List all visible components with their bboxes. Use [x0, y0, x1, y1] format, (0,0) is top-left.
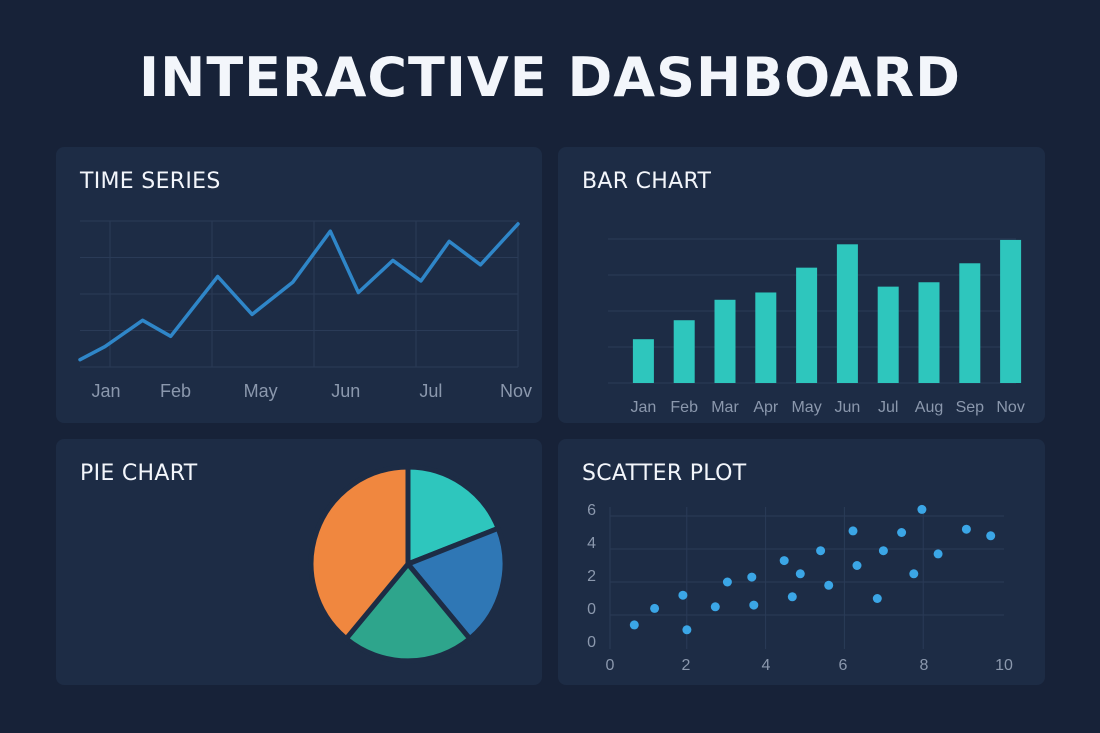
scatter-point[interactable]: [961, 524, 971, 534]
scatter-point[interactable]: [909, 569, 919, 579]
page-title: INTERACTIVE DASHBOARD: [139, 46, 961, 109]
bar-jul[interactable]: [877, 286, 899, 383]
bar-sep[interactable]: [959, 263, 981, 383]
bar-apr[interactable]: [755, 292, 777, 383]
scatter-point[interactable]: [710, 602, 720, 612]
time-series-line[interactable]: [78, 222, 520, 362]
x-tick-label: Feb: [160, 381, 191, 401]
scatter-point[interactable]: [986, 531, 996, 541]
scatter-point[interactable]: [824, 580, 834, 590]
scatter-point[interactable]: [897, 528, 907, 537]
scatter-point[interactable]: [629, 620, 639, 630]
scatter-point[interactable]: [749, 600, 759, 610]
time-series-title: TIME SERIES: [80, 169, 221, 194]
x-tick-label: 0: [606, 657, 615, 674]
x-tick-label: Nov: [500, 381, 532, 401]
scatter-point[interactable]: [872, 594, 882, 603]
x-tick-label: 2: [682, 657, 691, 674]
bar-jan[interactable]: [632, 339, 654, 383]
pie-slice-teal[interactable]: [405, 464, 501, 567]
scatter-plot-panel: SCATTER PLOT 0 0 2 4 6 0 2 4 6 8 10: [558, 439, 1045, 685]
scatter-point[interactable]: [795, 569, 805, 579]
x-tick-label: Feb: [670, 399, 698, 416]
x-tick-label: Jan: [91, 381, 120, 401]
pie-chart-panel: PIE CHART: [56, 439, 542, 685]
time-series-panel: TIME SERIES Jan Feb May Jun Jul Nov: [56, 147, 542, 423]
x-tick-label: Aug: [915, 399, 943, 416]
x-tick-label: May: [791, 399, 821, 416]
x-tick-label: 4: [762, 657, 771, 674]
bar-chart[interactable]: Jan Feb Mar Apr May Jun Jul Aug Sep Nov: [558, 147, 1045, 423]
x-tick-label: May: [244, 381, 278, 401]
bar-chart-title: BAR CHART: [582, 169, 712, 194]
x-tick-label: 6: [839, 657, 848, 674]
time-series-chart[interactable]: Jan Feb May Jun Jul Nov: [56, 147, 542, 423]
y-tick-label: 2: [587, 568, 596, 585]
scatter-point[interactable]: [816, 546, 826, 556]
x-tick-label: Mar: [711, 399, 739, 416]
x-tick-label: Jan: [631, 399, 657, 416]
scatter-plot-title: SCATTER PLOT: [582, 461, 747, 486]
scatter-point[interactable]: [878, 546, 888, 556]
scatter-point[interactable]: [848, 526, 858, 536]
scatter-point[interactable]: [682, 625, 692, 635]
pie-slice-green[interactable]: [343, 561, 473, 664]
x-tick-label: Jul: [878, 399, 898, 416]
bar-jun[interactable]: [836, 244, 858, 383]
y-tick-label: 0: [587, 634, 596, 651]
pie-slice-blue[interactable]: [405, 525, 508, 642]
pie-chart[interactable]: [56, 439, 542, 685]
scatter-point[interactable]: [933, 549, 943, 559]
x-tick-label: Jun: [835, 399, 861, 416]
scatter-point[interactable]: [722, 577, 732, 587]
x-tick-label: 8: [920, 657, 929, 674]
bar-chart-panel: BAR CHART Jan Feb Mar Apr May Jun Jul Aug Sep Nov: [558, 147, 1045, 423]
bar-feb[interactable]: [673, 320, 695, 383]
scatter-point[interactable]: [678, 590, 688, 600]
x-tick-label: Nov: [996, 399, 1024, 416]
scatter-point[interactable]: [747, 572, 757, 582]
scatter-point[interactable]: [787, 592, 797, 602]
bar-mar[interactable]: [714, 299, 736, 383]
y-tick-label: 4: [587, 535, 596, 552]
bar-nov[interactable]: [1000, 239, 1022, 383]
pie-chart-title: PIE CHART: [80, 461, 198, 486]
x-tick-label: 10: [995, 657, 1013, 674]
x-tick-label: Apr: [753, 399, 779, 416]
y-tick-label: 0: [587, 601, 596, 618]
x-tick-label: Jul: [419, 381, 442, 401]
scatter-point[interactable]: [650, 603, 660, 613]
x-tick-label: Jun: [331, 381, 360, 401]
pie-slice-orange[interactable]: [308, 464, 411, 642]
bar-aug[interactable]: [918, 282, 940, 383]
scatter-point[interactable]: [779, 556, 789, 566]
x-tick-label: Sep: [956, 399, 985, 416]
y-tick-label: 6: [587, 502, 596, 519]
scatter-point[interactable]: [852, 561, 862, 570]
scatter-point[interactable]: [917, 504, 927, 514]
bar-may[interactable]: [796, 267, 818, 383]
